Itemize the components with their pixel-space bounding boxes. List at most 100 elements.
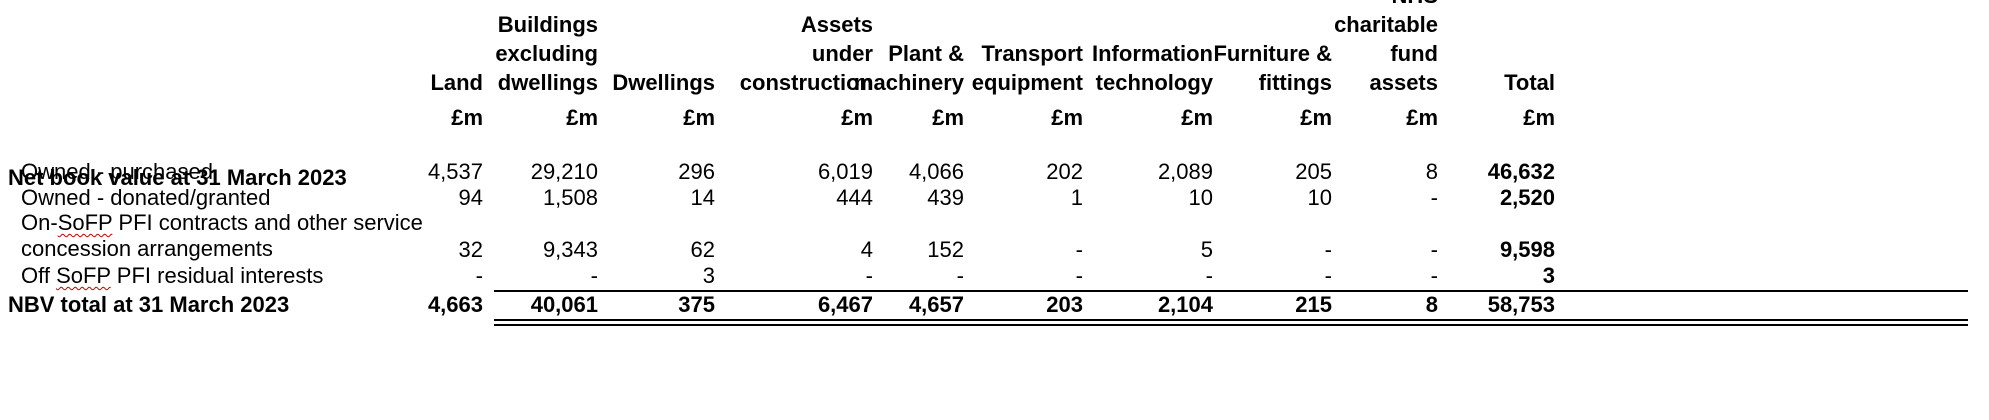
table-cell: 4 — [860, 237, 873, 262]
column-header: NHS charitable fund assets £m — [1334, 0, 1438, 132]
total-cell: 8 — [1425, 292, 1438, 317]
column-header-line: excluding — [495, 41, 598, 66]
table-cell: 3 — [702, 263, 715, 288]
column-header-line: Furniture & — [1213, 41, 1332, 66]
table-cell: 439 — [927, 185, 964, 210]
table-cell: 10 — [1307, 185, 1332, 210]
table-cell: - — [1205, 263, 1213, 288]
total-bottom-rule — [494, 324, 1968, 326]
column-header-line: technology — [1095, 70, 1213, 95]
column-unit: £m — [683, 105, 715, 130]
table-cell: 296 — [678, 159, 715, 184]
table-cell: 2,089 — [1157, 159, 1213, 184]
column-header-line: fund — [1390, 41, 1438, 66]
table-cell: 4,066 — [908, 159, 964, 184]
row-label: Off SoFP PFI residual interests — [21, 262, 323, 290]
column-unit: £m — [1406, 105, 1438, 130]
total-cell: 215 — [1295, 292, 1332, 317]
column-unit: £m — [841, 105, 873, 130]
row-label: On-SoFP PFI contracts and other service c… — [21, 210, 423, 262]
column-header-line: Information — [1092, 41, 1213, 66]
table-cell: - — [1324, 263, 1332, 288]
table-cell: - — [1075, 263, 1083, 288]
column-header-line: Total — [1504, 70, 1555, 95]
column-header-line: Transport — [981, 41, 1083, 66]
total-cell: 375 — [678, 292, 715, 317]
table-cell: - — [1430, 185, 1438, 210]
column-unit: £m — [451, 105, 483, 130]
row-label-prefix: Off — [21, 263, 57, 288]
total-bottom-rule — [494, 319, 1968, 321]
row-label-acronym: SoFP — [57, 210, 113, 235]
column-header: Plant & machinery £m — [854, 39, 964, 132]
table-cell: 6,019 — [817, 159, 873, 184]
table-cell: - — [590, 263, 598, 288]
table-cell: 2,520 — [1499, 185, 1555, 210]
table-cell: 46,632 — [1487, 159, 1555, 184]
table-cell: 94 — [458, 185, 483, 210]
column-header: Total £m — [1504, 68, 1555, 132]
table-cell: - — [1430, 237, 1438, 262]
row-label-suffix: PFI contracts and other service — [112, 210, 423, 235]
table-cell: 8 — [1425, 159, 1438, 184]
column-unit: £m — [1181, 105, 1213, 130]
row-label-line2: concession arrangements — [21, 236, 273, 261]
table-cell: 1 — [1070, 185, 1083, 210]
table-cell: 444 — [836, 185, 873, 210]
section-title: Net book value at 31 March 2023 — [8, 165, 347, 190]
total-row-label: NBV total at 31 March 2023 — [8, 292, 290, 317]
table-cell: 152 — [927, 237, 964, 262]
column-header: Land £m — [430, 68, 483, 132]
table-cell: 202 — [1046, 159, 1083, 184]
total-cell: 4,663 — [427, 292, 483, 317]
table-cell: 4,537 — [427, 159, 483, 184]
column-header-line: NHS — [1334, 0, 1438, 10]
row-label-acronym: SoFP — [56, 263, 111, 288]
column-header-line: assets — [1369, 70, 1438, 95]
column-header-line: fittings — [1258, 70, 1332, 95]
row-label-prefix: On- — [21, 210, 58, 235]
row-label: Owned - donated/granted — [21, 185, 271, 210]
table-cell: - — [956, 263, 964, 288]
column-header-line: Buildings — [497, 12, 598, 37]
table-cell: 29,210 — [530, 159, 598, 184]
row-label-suffix: PFI residual interests — [110, 263, 324, 288]
column-header-line: construction — [739, 70, 873, 95]
column-header: Furniture & fittings £m — [1213, 39, 1332, 132]
table-cell: 14 — [690, 185, 715, 210]
total-top-rule — [494, 290, 1968, 292]
column-header-line: dwellings — [497, 70, 598, 95]
column-header-line: Dwellings — [612, 70, 715, 95]
column-header: Assets under construction £m — [740, 10, 873, 132]
table-cell: - — [475, 263, 483, 288]
table-cell: 62 — [690, 237, 715, 262]
column-header-line: under — [811, 41, 873, 66]
column-header-line: charitable — [1334, 12, 1438, 37]
column-header: Dwellings £m — [612, 68, 715, 132]
row-label: Owned - purchased — [21, 159, 213, 184]
column-unit: £m — [566, 105, 598, 130]
table-cell: 3 — [1542, 263, 1555, 288]
column-unit: £m — [1523, 105, 1555, 130]
table-cell: 1,508 — [542, 185, 598, 210]
table-cell: 205 — [1295, 159, 1332, 184]
table-cell: - — [1430, 263, 1438, 288]
column-header: Buildings excluding dwellings £m — [495, 10, 598, 132]
column-unit: £m — [932, 105, 964, 130]
table-cell: 5 — [1200, 237, 1213, 262]
table-cell: - — [865, 263, 873, 288]
table-cell: 10 — [1188, 185, 1213, 210]
column-header-line: machinery — [853, 70, 964, 95]
table-cell: 9,598 — [1499, 237, 1555, 262]
table-cell: 32 — [458, 237, 483, 262]
column-header-line: Land — [430, 70, 483, 95]
column-header: Transport equipment £m — [972, 39, 1083, 132]
column-header-line: equipment — [971, 70, 1083, 95]
column-header-line: Plant & — [888, 41, 964, 66]
column-header: Information technology £m — [1092, 39, 1213, 132]
total-cell: 203 — [1046, 292, 1083, 317]
total-cell: 6,467 — [817, 292, 873, 317]
column-unit: £m — [1051, 105, 1083, 130]
table-cell: 9,343 — [542, 237, 598, 262]
total-cell: 4,657 — [908, 292, 964, 317]
